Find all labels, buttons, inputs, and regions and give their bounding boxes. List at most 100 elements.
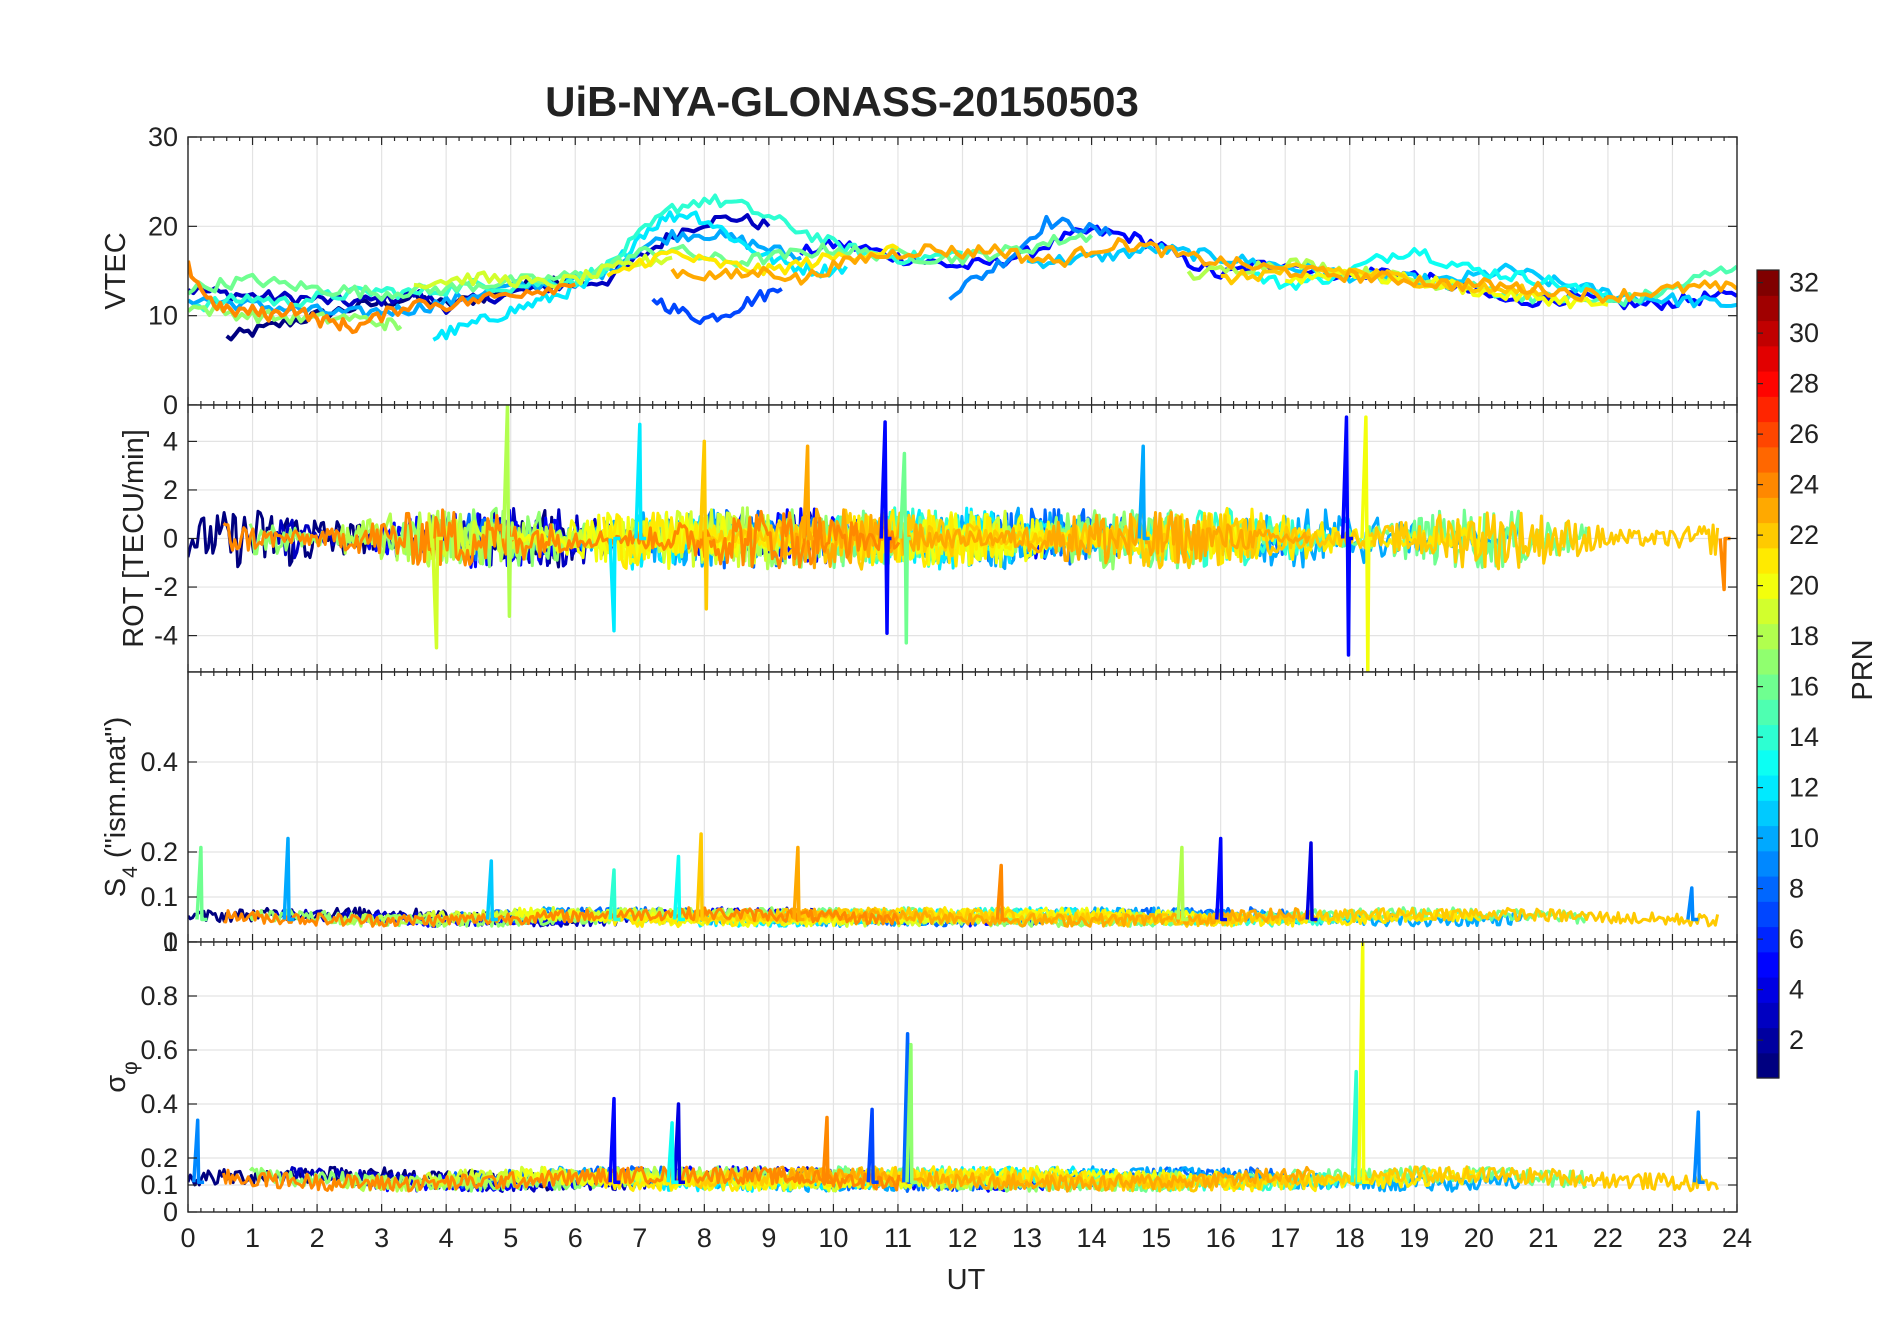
colorbar-tick-label: 16 (1789, 672, 1819, 702)
colorbar-swatch (1757, 371, 1779, 397)
y-tick-label: 1 (163, 927, 178, 957)
noise-trace-prn-22 (690, 508, 1720, 571)
colorbar-swatch (1757, 295, 1779, 322)
y-tick-label: 0.8 (140, 981, 178, 1011)
panel-data (188, 942, 1719, 1193)
y-tick-label: 0.1 (140, 1170, 178, 1200)
panel-data (188, 193, 1737, 342)
x-tick-label: 14 (1077, 1223, 1107, 1253)
colorbar-tick-label: 24 (1789, 470, 1819, 500)
x-tick-label: 4 (439, 1223, 454, 1253)
y-axis-label: σφ (100, 1061, 142, 1093)
x-tick-label: 18 (1335, 1223, 1365, 1253)
x-tick-label: 21 (1528, 1223, 1558, 1253)
spike-prn-4 (672, 1102, 685, 1185)
x-tick-label: 24 (1722, 1223, 1752, 1253)
spike-prn-20 (1357, 942, 1370, 1185)
colorbar-swatch (1757, 926, 1779, 953)
spike-prn-14 (608, 868, 621, 922)
noise-trace-prn-24 (223, 906, 901, 928)
panel-data (188, 405, 1731, 672)
x-tick-label: 15 (1141, 1223, 1171, 1253)
colorbar-swatch (1757, 623, 1779, 650)
spike-prn-12 (608, 536, 621, 633)
panel-ticks (187, 941, 1738, 1213)
y-tick-label: 0.4 (140, 747, 178, 777)
vtec-series-prn-12 (432, 210, 848, 342)
x-tick-label: 11 (884, 1223, 912, 1253)
y-tick-label: 0.4 (140, 1089, 178, 1119)
vtec-series-prn-17 (188, 303, 403, 332)
vtec-series-prn-16 (188, 232, 1094, 302)
x-tick-label: 1 (245, 1223, 260, 1253)
colorbar-swatch (1757, 345, 1779, 372)
spike-prn-5 (1215, 836, 1228, 922)
colorbar-swatch (1757, 901, 1779, 928)
spike-prn-7 (866, 1107, 879, 1185)
panel-1: 0 10 20 30 VTEC (100, 122, 1738, 420)
noise-trace-prn-24 (222, 1165, 901, 1193)
x-tick-label: 19 (1399, 1223, 1429, 1253)
colorbar-swatch (1757, 446, 1779, 473)
y-axis-label-subscript: φ (119, 1061, 142, 1075)
x-tick-label: 20 (1464, 1223, 1494, 1253)
colorbar-tick-label: 30 (1789, 318, 1819, 348)
vtec-series-prn-23 (670, 237, 1737, 304)
x-tick-label: 8 (697, 1223, 712, 1253)
spike-prn-24 (1718, 536, 1731, 592)
panel-grid (187, 405, 1738, 672)
colorbar-tick-label: 20 (1789, 571, 1819, 601)
spike-prn-11 (485, 859, 498, 922)
spike-prn-16 (195, 845, 208, 922)
panel-ticks (187, 136, 1738, 406)
colorbar-tick-label: 14 (1789, 722, 1819, 752)
spike-prn-24 (995, 863, 1008, 922)
y-axis-label-subscript: 4 (119, 866, 142, 878)
spike-prn-22 (698, 439, 711, 611)
colorbar-swatch (1757, 977, 1779, 1003)
spike-prn-18 (1176, 845, 1189, 922)
colorbar-swatch (1757, 850, 1779, 877)
x-tick-label: 16 (1206, 1223, 1236, 1253)
colorbar-tick-label: 6 (1789, 924, 1804, 954)
x-tick-label: 0 (180, 1223, 195, 1253)
colorbar-tick-label: 26 (1789, 419, 1819, 449)
colorbar-swatch (1757, 749, 1779, 776)
y-axis-label-main: σ (100, 1075, 132, 1093)
x-tick-label: 23 (1657, 1223, 1687, 1253)
spike-prn-17 (905, 1042, 918, 1185)
spike-prn-13 (666, 1121, 679, 1185)
colorbar-swatch (1757, 775, 1779, 801)
colorbar-swatch (1757, 876, 1779, 902)
spike-prn-5 (1340, 415, 1353, 657)
colorbar-swatch (1757, 674, 1779, 700)
panel-data (188, 832, 1720, 929)
vtec-series-prn-22 (1220, 262, 1544, 301)
colorbar-tick-label: 18 (1789, 621, 1819, 651)
colorbar-swatch (1757, 825, 1779, 852)
chart-title: UiB-NYA-GLONASS-20150503 (545, 78, 1139, 125)
spike-prn-5 (879, 420, 892, 635)
colorbar-swatch (1757, 270, 1779, 296)
noise-trace-prn-24 (222, 508, 901, 570)
x-tick-label: 6 (568, 1223, 583, 1253)
x-tick-label: 2 (310, 1223, 325, 1253)
colorbar-tick-label: 22 (1789, 520, 1819, 550)
colorbar-tick-label: 4 (1789, 975, 1804, 1005)
colorbar-swatch (1757, 573, 1779, 599)
vtec-series-prn-24 (188, 260, 576, 335)
y-tick-label: 0.6 (140, 1035, 178, 1065)
y-axis-label: ROT [TECU/min] (118, 429, 150, 648)
noise-trace-prn-23 (779, 506, 1311, 570)
spike-prn-24 (821, 1115, 834, 1185)
colorbar-tick-label: 12 (1789, 773, 1819, 803)
spike-prn-4 (1305, 841, 1318, 922)
x-tick-label: 9 (761, 1223, 776, 1253)
y-tick-label: 0 (163, 524, 178, 554)
y-tick-label: 4 (163, 426, 178, 456)
y-axis-label-rest: ("ism.mat") (100, 717, 132, 866)
y-tick-label: 2 (163, 475, 178, 505)
